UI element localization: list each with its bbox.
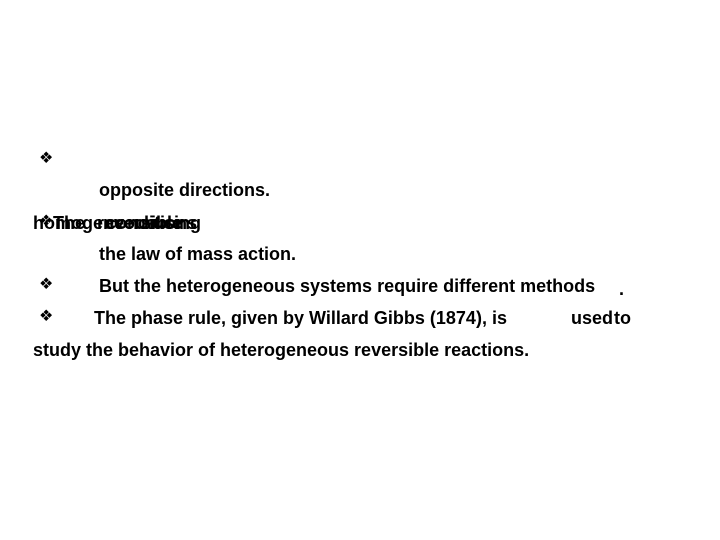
- text-opposite-directions: opposite directions.: [99, 181, 270, 199]
- text-study-behavior: study the behavior of heterogeneous reve…: [33, 341, 529, 359]
- text-phase-rule-a: The phase rule, given by Willard Gibbs (…: [94, 309, 507, 327]
- bullet-icon: ❖: [39, 309, 53, 325]
- slide-body: ❖ opposite directions. ❖ homogeneous The…: [0, 0, 720, 540]
- text-phase-rule-used: used: [571, 309, 613, 327]
- text-overlap-using: using: [153, 214, 201, 232]
- text-heterogeneous-dot: .: [619, 280, 624, 298]
- text-overlap-the: The: [53, 214, 85, 232]
- bullet-icon: ❖: [39, 277, 53, 293]
- text-law-of-mass-action: the law of mass action.: [99, 245, 296, 263]
- text-phase-rule-to: to: [614, 309, 631, 327]
- text-heterogeneous: But the heterogeneous systems require di…: [99, 277, 595, 295]
- bullet-icon: ❖: [39, 151, 53, 167]
